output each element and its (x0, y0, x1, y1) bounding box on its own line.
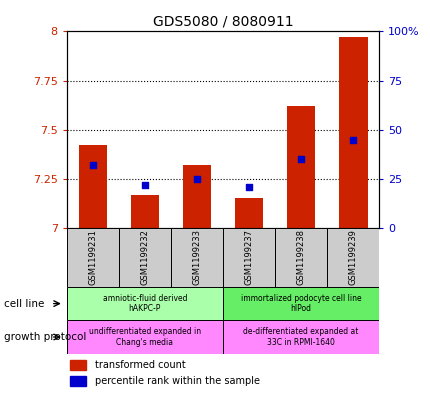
Point (193, 176, 200, 182)
Text: GSM1199233: GSM1199233 (192, 230, 201, 285)
Text: de-differentiated expanded at
33C in RPMI-1640: de-differentiated expanded at 33C in RPM… (243, 327, 358, 347)
Bar (234, 198, 263, 228)
Bar (78, 145, 107, 228)
Point (245, 184, 252, 190)
Text: transformed count: transformed count (95, 360, 185, 370)
Bar (223, 287, 378, 320)
Bar (274, 228, 326, 287)
Bar (223, 228, 274, 287)
Text: GSM1199239: GSM1199239 (348, 230, 357, 285)
Point (141, 182, 148, 188)
Text: immortalized podocyte cell line
hIPod: immortalized podocyte cell line hIPod (240, 294, 361, 313)
Bar (286, 106, 315, 228)
Bar (67, 287, 223, 320)
Text: GSM1199231: GSM1199231 (88, 230, 97, 285)
Text: GSM1199238: GSM1199238 (296, 230, 305, 285)
Bar (326, 228, 378, 287)
Text: percentile rank within the sample: percentile rank within the sample (95, 376, 259, 386)
Bar (130, 195, 159, 228)
Bar (182, 165, 211, 228)
Point (349, 136, 356, 143)
Text: undifferentiated expanded in
Chang's media: undifferentiated expanded in Chang's med… (89, 327, 200, 347)
Bar (67, 228, 119, 287)
Text: cell line: cell line (4, 299, 45, 309)
Text: amniotic-fluid derived
hAKPC-P: amniotic-fluid derived hAKPC-P (102, 294, 187, 313)
Text: GSM1199237: GSM1199237 (244, 230, 253, 285)
Bar (70, 376, 86, 386)
Bar (223, 320, 378, 354)
Bar (119, 228, 171, 287)
Point (297, 156, 304, 162)
Bar (67, 320, 223, 354)
Title: GDS5080 / 8080911: GDS5080 / 8080911 (152, 15, 293, 29)
Bar (171, 228, 223, 287)
Bar (338, 37, 367, 228)
Bar (70, 360, 86, 369)
Point (89, 162, 96, 168)
Text: growth protocol: growth protocol (4, 332, 86, 342)
Text: GSM1199232: GSM1199232 (140, 230, 149, 285)
